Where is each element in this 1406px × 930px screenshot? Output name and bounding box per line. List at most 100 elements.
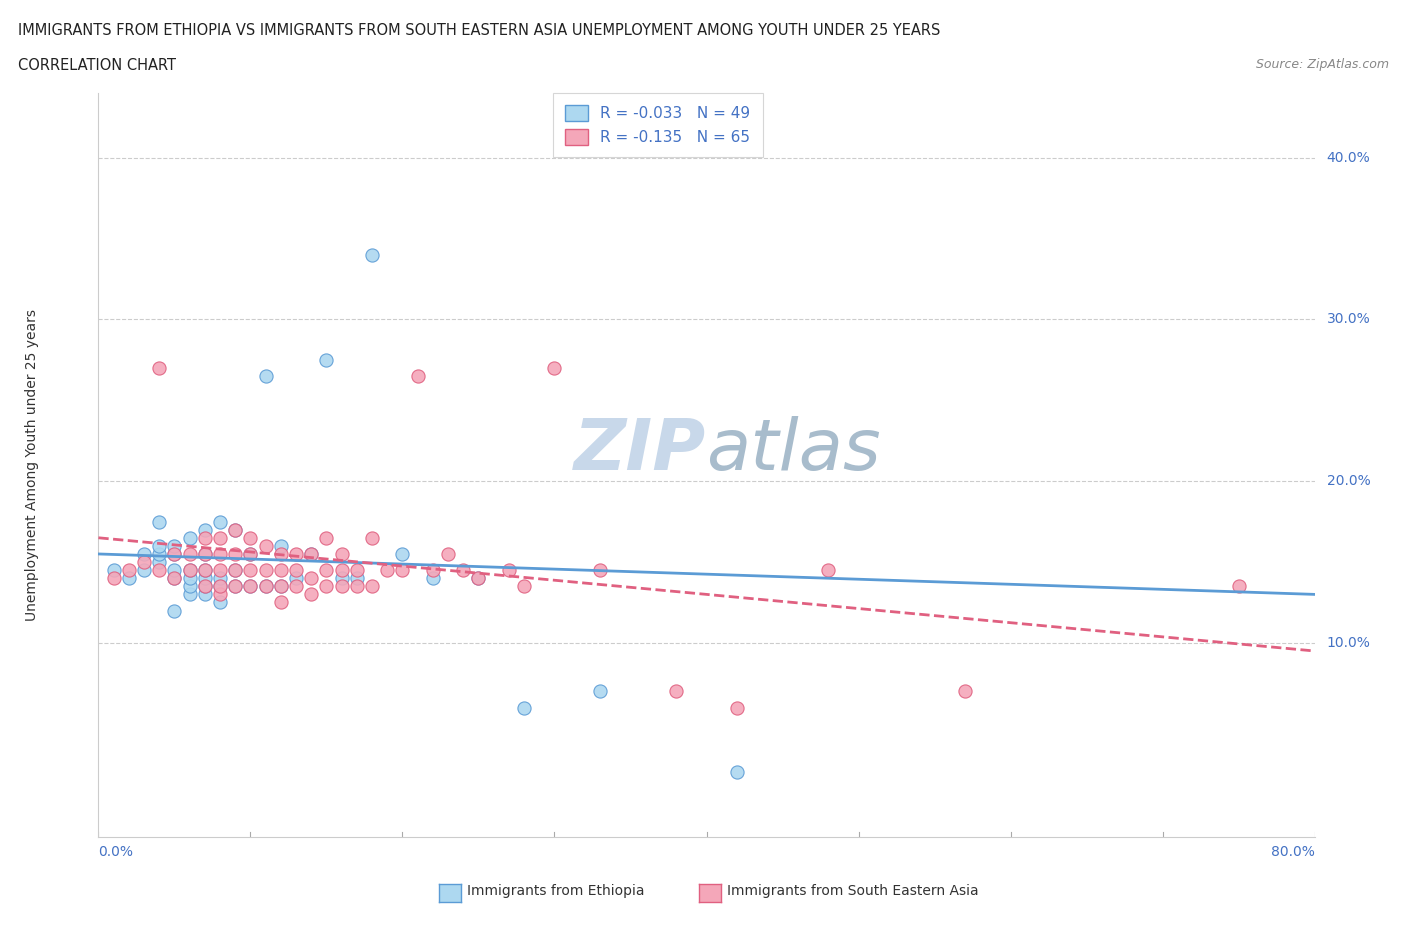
Point <box>118 571 141 586</box>
Point <box>513 700 536 715</box>
Point <box>209 530 232 545</box>
Point <box>254 578 277 593</box>
Point <box>224 563 246 578</box>
Point <box>315 530 337 545</box>
Point <box>194 578 217 593</box>
Legend: R = -0.033   N = 49, R = -0.135   N = 65: R = -0.033 N = 49, R = -0.135 N = 65 <box>553 93 762 157</box>
Point <box>194 571 217 586</box>
Point <box>209 595 232 610</box>
Point <box>132 554 155 569</box>
Point <box>361 578 384 593</box>
Point <box>270 578 292 593</box>
Point <box>209 587 232 602</box>
Point <box>299 547 322 562</box>
Point <box>118 563 141 578</box>
Text: atlas: atlas <box>707 416 882 485</box>
Point <box>513 578 536 593</box>
Point <box>330 578 353 593</box>
Point <box>209 563 232 578</box>
Point <box>194 530 217 545</box>
Point <box>194 563 217 578</box>
Point <box>209 547 232 562</box>
Point <box>285 571 308 586</box>
Point <box>194 587 217 602</box>
Point <box>148 554 170 569</box>
Point <box>346 578 368 593</box>
Point <box>953 684 976 698</box>
Point <box>315 352 337 367</box>
Text: 40.0%: 40.0% <box>1327 151 1371 165</box>
Point <box>194 547 217 562</box>
Point <box>254 538 277 553</box>
Point <box>148 538 170 553</box>
Point <box>453 563 475 578</box>
Point <box>330 563 353 578</box>
Point <box>163 571 186 586</box>
Point <box>346 563 368 578</box>
Point <box>148 563 170 578</box>
Point <box>1227 578 1250 593</box>
Point <box>209 514 232 529</box>
Point <box>148 547 170 562</box>
Text: Source: ZipAtlas.com: Source: ZipAtlas.com <box>1256 58 1389 71</box>
Point <box>725 764 748 779</box>
Text: 10.0%: 10.0% <box>1327 636 1371 650</box>
Text: 20.0%: 20.0% <box>1327 474 1371 488</box>
Point <box>132 547 155 562</box>
Point <box>498 563 520 578</box>
Point <box>209 578 232 593</box>
Point <box>375 563 398 578</box>
Point <box>132 563 155 578</box>
Point <box>285 578 308 593</box>
Point <box>239 578 262 593</box>
Point <box>163 604 186 618</box>
Point <box>179 563 201 578</box>
Point <box>270 538 292 553</box>
Text: ZIP: ZIP <box>574 416 707 485</box>
Point <box>194 547 217 562</box>
Point <box>422 563 444 578</box>
Point <box>361 247 384 262</box>
Point <box>194 523 217 538</box>
Point <box>239 547 262 562</box>
Point <box>270 595 292 610</box>
Point <box>224 523 246 538</box>
Point <box>163 547 186 562</box>
Point <box>270 547 292 562</box>
Point <box>285 563 308 578</box>
Text: Immigrants from Ethiopia: Immigrants from Ethiopia <box>467 884 644 898</box>
Point <box>589 563 612 578</box>
Point <box>361 530 384 545</box>
Point <box>330 547 353 562</box>
Point <box>179 571 201 586</box>
Point <box>163 571 186 586</box>
Point <box>148 514 170 529</box>
Point <box>270 563 292 578</box>
Point <box>163 538 186 553</box>
Text: 30.0%: 30.0% <box>1327 312 1371 326</box>
Text: CORRELATION CHART: CORRELATION CHART <box>18 58 176 73</box>
Point <box>239 563 262 578</box>
Point <box>254 368 277 383</box>
Point <box>391 547 413 562</box>
Text: Immigrants from South Eastern Asia: Immigrants from South Eastern Asia <box>727 884 979 898</box>
Point <box>224 578 246 593</box>
Point <box>179 587 201 602</box>
Point <box>254 563 277 578</box>
Point <box>270 578 292 593</box>
Point <box>467 571 489 586</box>
Point <box>224 547 246 562</box>
Point <box>299 587 322 602</box>
Point <box>315 563 337 578</box>
Point <box>543 361 565 376</box>
Point <box>589 684 612 698</box>
Point <box>103 571 125 586</box>
Point <box>437 547 460 562</box>
Point <box>179 530 201 545</box>
Point <box>179 563 201 578</box>
Point <box>224 563 246 578</box>
Point <box>346 571 368 586</box>
Text: 0.0%: 0.0% <box>98 845 134 859</box>
Point <box>224 523 246 538</box>
Point <box>285 547 308 562</box>
